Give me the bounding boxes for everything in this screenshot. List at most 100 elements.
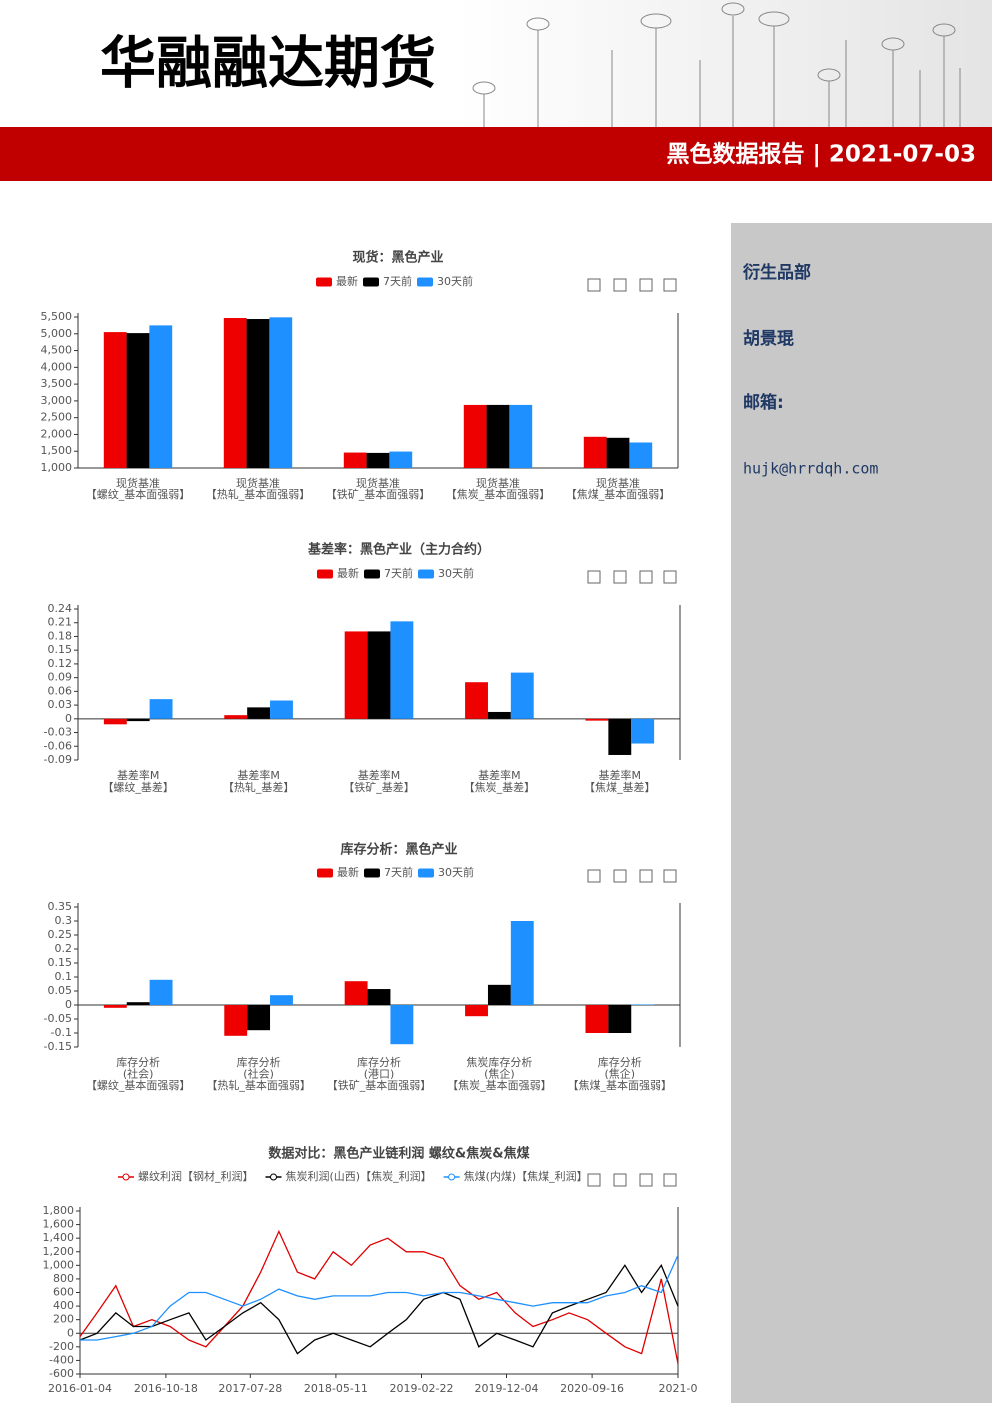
toolbox-icon[interactable] bbox=[639, 1173, 653, 1187]
x-tick-label: 【热轧_基差】 bbox=[223, 780, 295, 794]
bar bbox=[509, 404, 533, 468]
toolbox-icon[interactable] bbox=[587, 278, 601, 292]
toolbox-icon[interactable] bbox=[587, 869, 601, 883]
y-tick-label: 5,000 bbox=[41, 327, 73, 340]
y-tick-label: 4,000 bbox=[41, 360, 73, 373]
legend-label: 最新 bbox=[337, 566, 359, 580]
toolbox-icon[interactable] bbox=[663, 1173, 677, 1187]
bar bbox=[103, 718, 127, 725]
bar bbox=[224, 715, 248, 719]
y-tick-label: 0.3 bbox=[55, 914, 73, 927]
bar bbox=[631, 1004, 655, 1005]
x-tick-label: 【焦煤_基本面强弱】 bbox=[568, 1078, 673, 1092]
legend-label: 30天前 bbox=[438, 865, 474, 879]
bar bbox=[487, 984, 511, 1005]
bar bbox=[583, 436, 607, 468]
legend-label: 7天前 bbox=[383, 274, 412, 288]
legend-label: 30天前 bbox=[437, 274, 473, 288]
legend-swatch bbox=[418, 868, 434, 878]
y-tick-label: 5,500 bbox=[41, 310, 73, 323]
x-tick-label: 【铁矿_基本面强弱】 bbox=[326, 487, 431, 501]
y-tick-label: 800 bbox=[53, 1272, 74, 1285]
y-tick-label: 3,000 bbox=[41, 394, 73, 407]
toolbox-icon[interactable] bbox=[639, 570, 653, 584]
email-label: 邮箱: bbox=[743, 392, 784, 413]
bar bbox=[149, 325, 173, 468]
toolbox-icon[interactable] bbox=[613, 570, 627, 584]
y-tick-label: -0.15 bbox=[44, 1040, 72, 1053]
x-tick-label: 2019-02-22 bbox=[390, 1382, 454, 1395]
legend-label: 30天前 bbox=[438, 566, 474, 580]
bar bbox=[510, 921, 534, 1005]
bar bbox=[343, 452, 367, 468]
bar bbox=[465, 682, 488, 719]
logo: 华融融达期货 bbox=[100, 31, 436, 97]
banner bbox=[0, 127, 992, 181]
x-tick-label: 基差率M bbox=[478, 768, 521, 782]
toolbox-icon[interactable] bbox=[613, 1173, 627, 1187]
toolbox-icon[interactable] bbox=[663, 570, 677, 584]
x-tick-label: 【焦炭_基本面强弱】 bbox=[447, 1078, 552, 1092]
x-tick-label: (社会) bbox=[243, 1067, 274, 1081]
line-series bbox=[79, 1229, 679, 1364]
y-tick-label: 0 bbox=[65, 712, 72, 725]
legend-swatch bbox=[317, 569, 333, 579]
y-tick-label: 1,400 bbox=[43, 1231, 75, 1244]
toolbox-icon[interactable] bbox=[663, 278, 677, 292]
bar bbox=[344, 631, 368, 719]
bar bbox=[103, 332, 127, 468]
bar bbox=[390, 1005, 414, 1045]
y-tick-label: -0.1 bbox=[51, 1026, 72, 1039]
legend-label: 最新 bbox=[336, 274, 358, 288]
x-tick-label: 基差率M bbox=[599, 768, 642, 782]
bar bbox=[608, 718, 632, 755]
y-tick-label: 0.05 bbox=[48, 984, 73, 997]
x-tick-label: 现货基准 bbox=[356, 476, 400, 490]
y-tick-label: 0.24 bbox=[48, 602, 73, 615]
x-tick-label: 2016-01-04 bbox=[48, 1382, 112, 1395]
chart-title: 库存分析：黑色产业 bbox=[340, 842, 457, 858]
x-tick-label: 2016-10-18 bbox=[134, 1382, 198, 1395]
y-tick-label: 600 bbox=[53, 1286, 74, 1299]
toolbox-icon[interactable] bbox=[587, 570, 601, 584]
x-tick-label: 库存分析 bbox=[237, 1055, 281, 1069]
legend-label: 焦煤(内煤)【焦煤_利润】 bbox=[464, 1169, 588, 1183]
x-tick-label: 【铁矿_基差】 bbox=[343, 780, 415, 794]
department: 衍生品部 bbox=[743, 262, 811, 283]
bar bbox=[366, 452, 390, 468]
bar bbox=[390, 621, 414, 719]
bar bbox=[269, 317, 293, 468]
y-tick-label: 2,500 bbox=[41, 411, 73, 424]
bar bbox=[126, 333, 150, 468]
x-tick-label: 【焦炭_基本面强弱】 bbox=[446, 487, 551, 501]
y-tick-label: 0.06 bbox=[48, 684, 73, 697]
legend-swatch-dot bbox=[122, 1173, 130, 1181]
line-series bbox=[79, 1263, 679, 1355]
toolbox-icon[interactable] bbox=[663, 869, 677, 883]
legend-swatch bbox=[418, 569, 434, 579]
y-tick-label: 400 bbox=[53, 1299, 74, 1312]
chart-title: 基差率：黑色产业（主力合约） bbox=[307, 542, 490, 558]
legend-swatch bbox=[316, 277, 332, 287]
x-tick-label: 现货基准 bbox=[236, 476, 280, 490]
toolbox-icon[interactable] bbox=[639, 869, 653, 883]
toolbox-icon[interactable] bbox=[639, 278, 653, 292]
y-tick-label: 0.1 bbox=[55, 970, 73, 983]
y-tick-label: -600 bbox=[49, 1367, 74, 1380]
y-tick-label: 0 bbox=[65, 998, 72, 1011]
y-tick-label: 200 bbox=[53, 1313, 74, 1326]
x-tick-label: 【热轧_基本面强弱】 bbox=[206, 1078, 311, 1092]
y-tick-label: 3,500 bbox=[41, 377, 73, 390]
toolbox-icon[interactable] bbox=[613, 869, 627, 883]
x-tick-label: 焦炭库存分析 bbox=[466, 1055, 532, 1069]
x-tick-label: (社会) bbox=[123, 1067, 154, 1081]
x-tick-label: 2019-12-04 bbox=[475, 1382, 539, 1395]
y-tick-label: -0.06 bbox=[44, 739, 72, 752]
legend-swatch bbox=[364, 868, 380, 878]
legend-swatch-dot bbox=[448, 1173, 456, 1181]
x-tick-label: 【热轧_基本面强弱】 bbox=[206, 487, 311, 501]
toolbox-icon[interactable] bbox=[587, 1173, 601, 1187]
header-lamps bbox=[472, 2, 961, 127]
chart-title: 现货：黑色产业 bbox=[352, 250, 443, 266]
toolbox-icon[interactable] bbox=[613, 278, 627, 292]
